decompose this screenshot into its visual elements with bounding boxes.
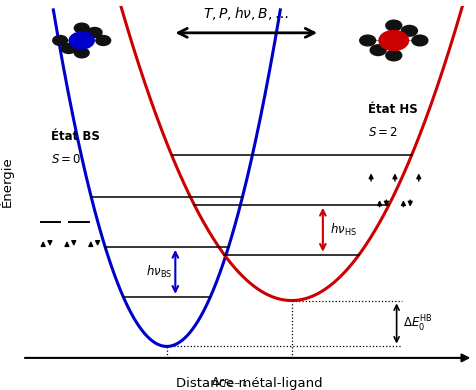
Text: $S = 2$: $S = 2$ <box>368 126 398 139</box>
Circle shape <box>360 35 376 46</box>
Text: État BS: État BS <box>50 129 99 143</box>
Circle shape <box>74 48 89 58</box>
Circle shape <box>379 30 408 50</box>
Text: Distance métal-ligand: Distance métal-ligand <box>176 377 322 390</box>
Text: $T, P, h\nu, B, \ldots$: $T, P, h\nu, B, \ldots$ <box>203 5 289 22</box>
Circle shape <box>53 35 68 46</box>
Text: $S = 0$: $S = 0$ <box>50 152 81 165</box>
Circle shape <box>401 25 417 36</box>
Circle shape <box>69 32 94 49</box>
Circle shape <box>61 44 76 53</box>
Text: $h\nu_{\rm HS}$: $h\nu_{\rm HS}$ <box>330 222 357 238</box>
Circle shape <box>370 45 386 55</box>
Text: $\Delta E_0^{\rm HB}$: $\Delta E_0^{\rm HB}$ <box>404 314 433 333</box>
Text: $\Delta r_{Fe-L}$: $\Delta r_{Fe-L}$ <box>211 376 248 389</box>
Text: Énergie: Énergie <box>0 157 14 207</box>
Circle shape <box>386 50 402 61</box>
Circle shape <box>96 35 110 46</box>
Text: $h\nu_{\rm BS}$: $h\nu_{\rm BS}$ <box>146 264 172 280</box>
Text: État HS: État HS <box>368 103 418 116</box>
Circle shape <box>74 23 89 33</box>
Circle shape <box>87 28 102 37</box>
Circle shape <box>412 35 428 46</box>
Circle shape <box>386 20 402 31</box>
